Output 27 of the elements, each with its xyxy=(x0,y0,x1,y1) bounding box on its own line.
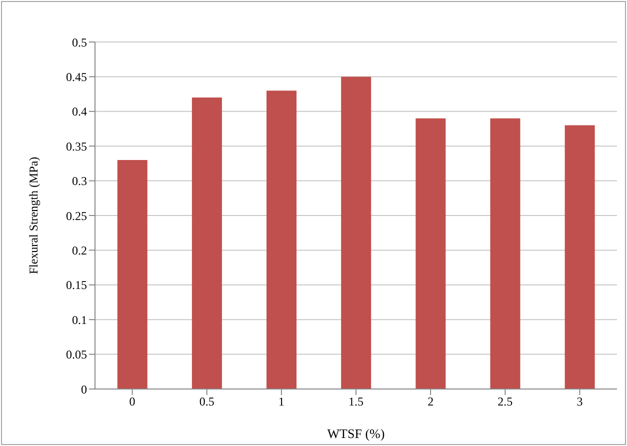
x-axis-title: WTSF (%) xyxy=(327,426,385,441)
y-tick-label: 0.05 xyxy=(66,348,87,362)
y-tick-label: 0.45 xyxy=(66,70,87,84)
y-tick-label: 0.1 xyxy=(72,312,87,327)
y-tick-label: 0.15 xyxy=(66,278,87,292)
bar xyxy=(564,125,595,389)
bar xyxy=(266,90,297,389)
y-tick-label: 0.35 xyxy=(66,139,87,154)
x-tick-label: 0 xyxy=(129,394,136,409)
x-tick-label: 1.5 xyxy=(348,394,364,409)
y-tick-label: 0.4 xyxy=(72,104,87,119)
y-tick-label: 0.2 xyxy=(72,243,87,258)
y-tick-label: 0.25 xyxy=(66,208,87,223)
x-tick-label: 2.5 xyxy=(498,394,513,409)
bar xyxy=(192,98,222,389)
bar xyxy=(416,118,446,389)
x-tick-label: 1 xyxy=(278,394,284,409)
bar xyxy=(341,76,372,389)
x-tick-label: 0.5 xyxy=(199,394,214,409)
x-tick-label: 2 xyxy=(428,394,434,409)
y-tick-label: 0.5 xyxy=(72,35,87,50)
y-tick-label: 0.3 xyxy=(72,174,87,188)
y-tick-label: 0 xyxy=(81,382,87,396)
bar xyxy=(490,118,520,389)
bar xyxy=(117,160,148,389)
y-axis-title: Flexural Strength (MPa) xyxy=(26,156,40,274)
x-tick-label: 3 xyxy=(576,394,583,409)
